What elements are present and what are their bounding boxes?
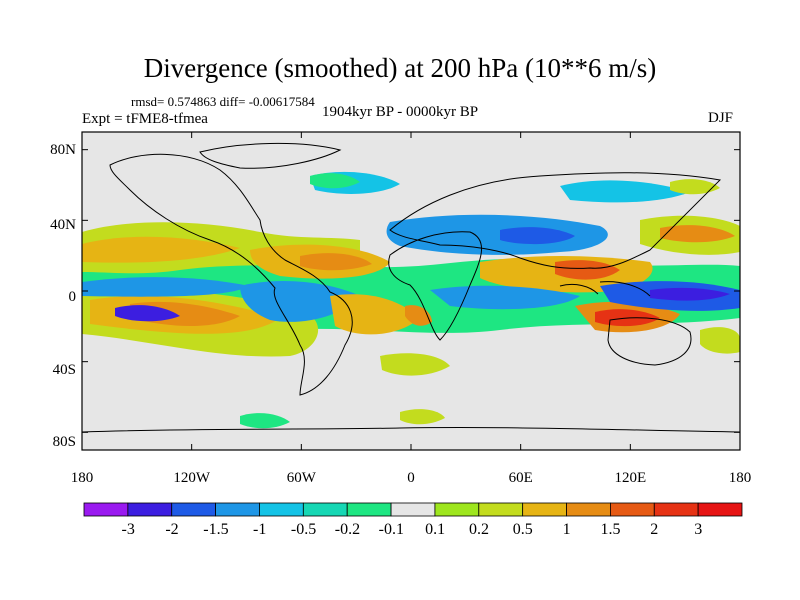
colorbar-swatch-1 (127, 502, 173, 517)
colorbar-swatch-10 (522, 502, 567, 517)
north-pacific-divergence-core (82, 236, 240, 263)
colorbar-swatch-11 (566, 502, 611, 517)
colorbar-label-neg1-5: -1.5 (203, 521, 228, 538)
lat-tick-label-40n: 40N (50, 217, 76, 233)
colorbar-swatch-2 (171, 502, 216, 517)
lon-tick-label-60e: 60E (509, 470, 533, 486)
season-label: DJF (708, 110, 734, 126)
colorbar-swatch-8 (434, 502, 480, 517)
north-pacific-jet-divergence-core (660, 225, 735, 243)
arctic-divergence-blob (670, 179, 720, 195)
southern-ocean-convergence-blob (240, 413, 290, 429)
colorbar-label-0-5: 0.5 (513, 521, 533, 538)
colorbar-swatch-7 (390, 502, 436, 517)
colorbar-label-1-5: 1.5 (601, 521, 621, 538)
divergence-field (82, 132, 740, 450)
central-pacific-strong-convergence (115, 305, 180, 322)
asian-monsoon-divergence-core (555, 260, 620, 280)
colorbar-swatch-9 (478, 502, 524, 517)
atlantic-subtropical-divergence-core (300, 253, 372, 271)
lat-tick-label-0: 0 (69, 289, 77, 305)
colorbar-label-neg0-5: -0.5 (291, 521, 316, 538)
colorbar-label-neg3: -3 (122, 521, 135, 538)
lat-tick-label-40s: 40S (53, 362, 76, 378)
period-label: 1904kyr BP - 0000kyr BP (322, 104, 479, 120)
colorbar-swatch-4 (259, 502, 304, 517)
colorbar-label-3: 3 (694, 521, 702, 538)
colorbar-swatch-13 (653, 502, 699, 517)
lon-tick-label-180e: 180 (729, 470, 752, 486)
arctic-convergence-blob (310, 173, 360, 189)
southeast-pacific-divergence-blob (700, 327, 740, 354)
lon-tick-label-180w: 180 (71, 470, 94, 486)
colorbar-label-neg0-1: -0.1 (379, 521, 404, 538)
colorbar-label-2: 2 (650, 521, 658, 538)
antarctic-divergence-blob (400, 409, 445, 425)
axis-ticks (81, 132, 741, 450)
east-pacific-convergence (82, 277, 250, 297)
lon-tick-label-0: 0 (407, 470, 415, 486)
coastlines (82, 142, 740, 433)
colorbar (83, 502, 743, 517)
northeast-asia-convergence (560, 180, 690, 203)
colorbar-label-neg0-2: -0.2 (335, 521, 360, 538)
colorbar-label-1: 1 (563, 521, 571, 538)
eurasian-jet-convergence-core (500, 227, 575, 245)
lat-tick-label-80s: 80S (53, 434, 76, 450)
colorbar-label-0-2: 0.2 (469, 521, 489, 538)
experiment-label: Expt = tFME8-tfmea (82, 111, 208, 127)
lat-tick-label-80n: 80N (50, 142, 76, 158)
colorbar-swatch-14 (697, 502, 743, 517)
colorbar-swatch-3 (215, 502, 260, 517)
southern-ocean-divergence-blob (380, 353, 450, 376)
colorbar-label-0-1: 0.1 (425, 521, 445, 538)
colorbar-swatch-0 (83, 502, 129, 517)
lon-tick-label-120e: 120E (614, 470, 646, 486)
colorbar-swatch-12 (610, 502, 655, 517)
colorbar-swatch-5 (302, 502, 348, 517)
colorbar-swatch-6 (346, 502, 392, 517)
lon-tick-label-60w: 60W (287, 470, 317, 486)
colorbar-label-neg2: -2 (165, 521, 178, 538)
lon-tick-label-120w: 120W (173, 470, 211, 486)
figure-title: Divergence (smoothed) at 200 hPa (10**6 … (143, 53, 657, 83)
west-pacific-strong-convergence (650, 287, 730, 301)
rmsd-diff-stats: rmsd= 0.574863 diff= -0.00617584 (131, 94, 315, 109)
colorbar-label-neg1: -1 (253, 521, 266, 538)
